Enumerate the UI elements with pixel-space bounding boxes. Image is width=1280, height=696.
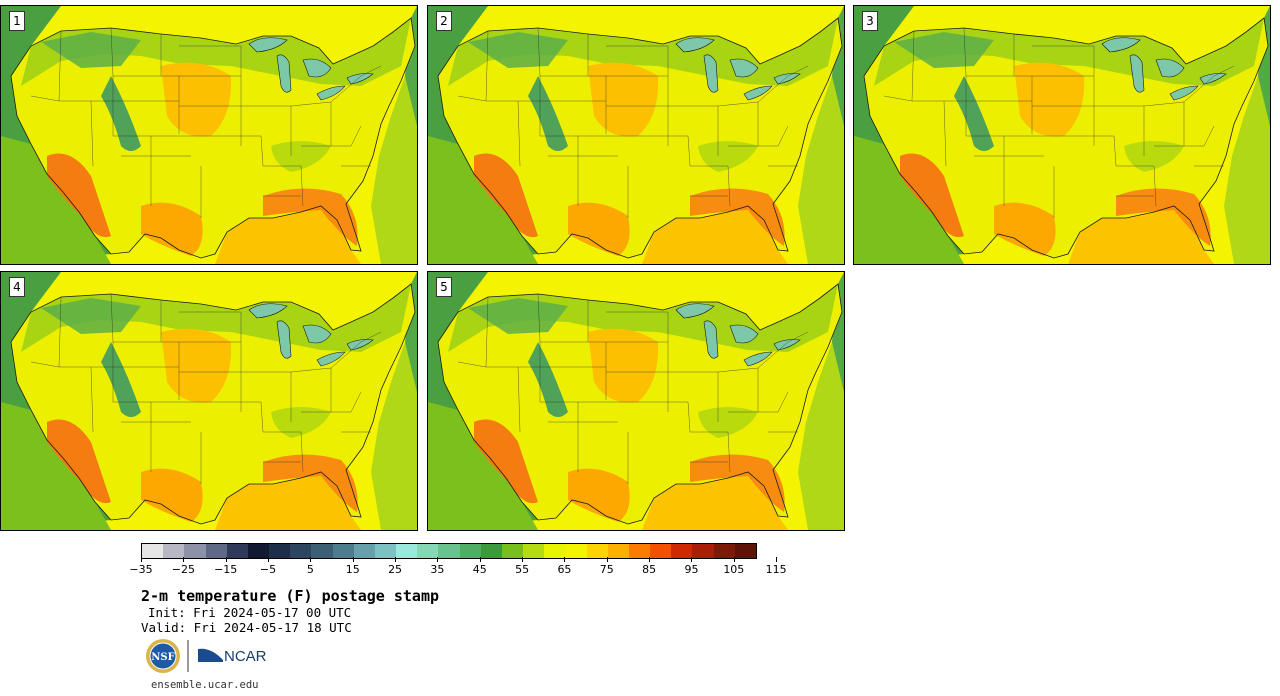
temperature-map: [854, 6, 1270, 264]
colorbar-tick-label: −25: [171, 563, 195, 576]
panel-number-label: 3: [862, 11, 878, 31]
colorbar-tick: [183, 557, 185, 562]
colorbar-tick-label: 5: [306, 563, 314, 576]
colorbar-tick-label: 105: [723, 563, 745, 576]
colorbar-segment: [734, 544, 756, 558]
forecast-panel-2: 2: [427, 5, 845, 265]
colorbar-segment: [523, 544, 545, 558]
colorbar-segment: [650, 544, 672, 558]
colorbar-segment: [692, 544, 714, 558]
colorbar-segment: [374, 544, 397, 558]
colorbar-segment: [247, 544, 270, 558]
colorbar-segment: [713, 544, 735, 558]
colorbar-segment: [396, 544, 418, 558]
colorbar-segment: [544, 544, 566, 558]
forecast-panel-3: 3: [853, 5, 1271, 265]
temperature-map: [1, 272, 417, 530]
plot-title: 2-m temperature (F) postage stamp: [141, 587, 440, 605]
colorbar-tick-label: 25: [388, 563, 403, 576]
colorbar-tick-label: −5: [259, 563, 277, 576]
colorbar-tick-label: −35: [129, 563, 153, 576]
colorbar-segment: [184, 544, 206, 558]
colorbar-tick: [225, 557, 227, 562]
colorbar-segment: [671, 544, 693, 558]
colorbar-tick-label: 15: [345, 563, 360, 576]
colorbar-segment: [269, 544, 291, 558]
panel-number-label: 4: [9, 277, 25, 297]
colorbar-tick: [352, 557, 354, 562]
colorbar-segment: [353, 544, 375, 558]
colorbar-segment: [628, 544, 651, 558]
temperature-colorbar: [141, 543, 757, 559]
colorbar-tick-label: 45: [472, 563, 487, 576]
sponsor-logos: NSF NCAR: [145, 638, 275, 674]
colorbar-segment: [480, 544, 502, 558]
forecast-panel-4: 4: [0, 271, 418, 531]
colorbar-tick-label: 85: [642, 563, 657, 576]
colorbar-segment: [565, 544, 587, 558]
colorbar-segment: [438, 544, 460, 558]
colorbar-tick: [733, 557, 735, 562]
nsf-logo-icon: NSF: [146, 639, 180, 673]
colorbar-ticks: −35 −25 −15 −5 5 15 25 35 45 55 65 75 85 95 105 115: [129, 557, 787, 577]
forecast-panel-1: 1: [0, 5, 418, 265]
colorbar-tick: [649, 557, 651, 562]
colorbar-tick-label: −15: [214, 563, 238, 576]
colorbar-segment: [417, 544, 439, 558]
colorbar-tick: [606, 557, 608, 562]
temperature-map: [428, 272, 844, 530]
colorbar-tick: [268, 557, 270, 562]
forecast-panel-5: 5: [427, 271, 845, 531]
colorbar-segment: [205, 544, 227, 558]
colorbar-segment: [311, 544, 333, 558]
source-url: ensemble.ucar.edu: [151, 679, 259, 691]
temperature-map: [428, 6, 844, 264]
colorbar-segment: [607, 544, 629, 558]
colorbar-segment: [142, 544, 164, 558]
colorbar-segment: [332, 544, 354, 558]
valid-time: Valid: Fri 2024-05-17 18 UTC: [141, 620, 352, 635]
panel-number-label: 2: [436, 11, 452, 31]
panel-number-label: 1: [9, 11, 25, 31]
colorbar-tick: [437, 557, 439, 562]
colorbar-tick-label: 65: [557, 563, 572, 576]
colorbar-tick: [141, 557, 142, 562]
colorbar-tick-label: 95: [684, 563, 699, 576]
svg-text:NCAR: NCAR: [224, 648, 267, 665]
colorbar-segment: [501, 544, 524, 558]
colorbar-segment: [226, 544, 248, 558]
panel-number-label: 5: [436, 277, 452, 297]
colorbar-tick: [479, 557, 481, 562]
colorbar-segment: [586, 544, 608, 558]
colorbar-tick-label: 75: [599, 563, 614, 576]
colorbar-tick: [691, 557, 693, 562]
colorbar-tick: [776, 557, 778, 562]
colorbar-tick: [395, 557, 397, 562]
colorbar-segment: [163, 544, 185, 558]
colorbar-tick-label: 115: [765, 563, 787, 576]
colorbar-tick-label: 35: [430, 563, 445, 576]
ncar-logo-icon: NCAR: [198, 648, 267, 665]
colorbar-tick-label: 55: [515, 563, 530, 576]
svg-text:NSF: NSF: [151, 652, 174, 663]
colorbar-segment: [459, 544, 481, 558]
colorbar-tick: [564, 557, 566, 562]
colorbar-tick: [310, 557, 312, 562]
temperature-map: [1, 6, 417, 264]
colorbar-segment: [290, 544, 312, 558]
colorbar-tick: [522, 557, 524, 562]
init-time: Init: Fri 2024-05-17 00 UTC: [148, 605, 352, 620]
